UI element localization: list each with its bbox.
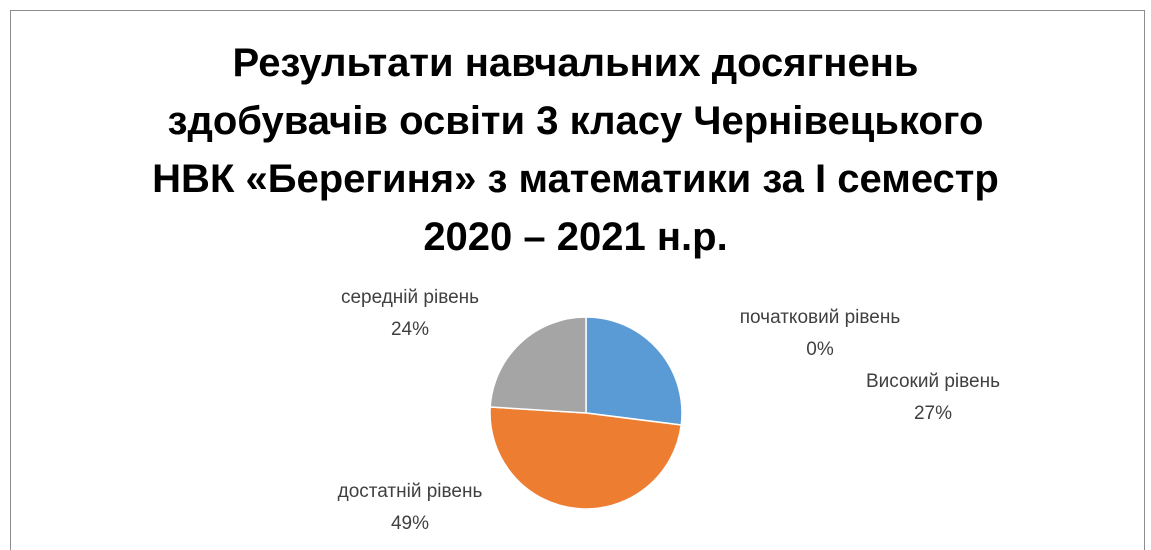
data-label-name-2: достатній рівень <box>338 481 483 502</box>
data-label-value-3: 24% <box>391 319 429 340</box>
pie-slice-3 <box>489 316 587 414</box>
data-labels: Високий рівень 27% достатній рівень 49% сере… <box>338 287 1000 534</box>
data-label-name-3: середній рівень <box>341 287 479 308</box>
chart-title: Результати навчальних досягнень здобувач… <box>0 34 1151 266</box>
data-label-name-1: Високий рівень <box>866 371 1000 392</box>
chart-title-line-3: НВК «Берегиня» з математики за І семестр <box>152 157 999 201</box>
chart-title-line-2: здобувачів освіти 3 класу Чернівецького <box>167 99 984 143</box>
chart-title-line-4: 2020 – 2021 н.р. <box>423 215 728 259</box>
pie-slice-1 <box>585 316 683 426</box>
data-label-2: достатній рівень 49% <box>338 481 483 534</box>
data-label-value-2: 49% <box>391 513 429 534</box>
data-label-3: середній рівень 24% <box>341 287 479 340</box>
data-label-value-1: 27% <box>914 403 952 424</box>
pie-slice-2 <box>489 406 683 510</box>
data-label-value-4: 0% <box>806 339 834 360</box>
chart-title-line-1: Результати навчальних досягнень <box>232 41 919 85</box>
data-label-4: початковий рівень 0% <box>740 307 901 360</box>
data-label-name-4: початковий рівень <box>740 307 901 328</box>
data-label-1: Високий рівень 27% <box>866 371 1000 424</box>
pie-slices <box>489 316 683 510</box>
